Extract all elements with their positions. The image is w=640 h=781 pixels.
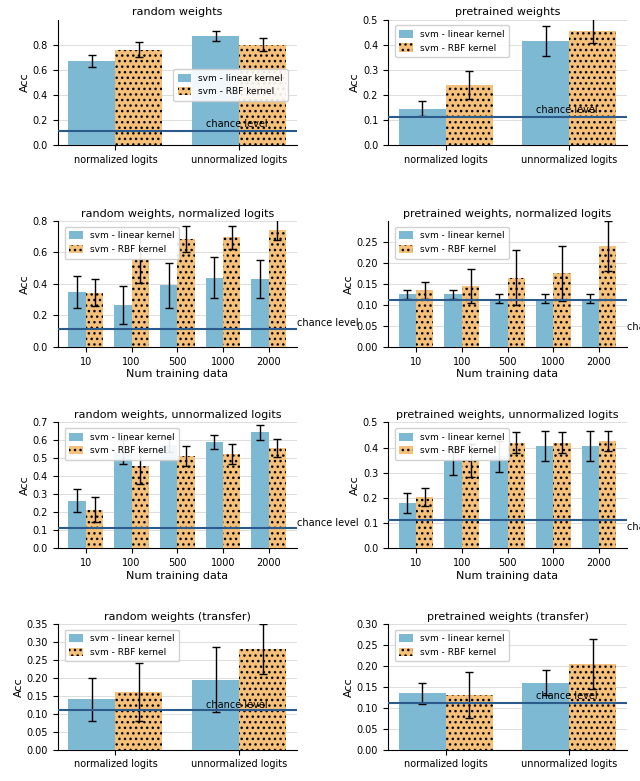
Legend: svm - linear kernel, svm - RBF kernel: svm - linear kernel, svm - RBF kernel <box>65 226 179 259</box>
Y-axis label: Acc: Acc <box>20 274 29 294</box>
Bar <box>399 109 445 145</box>
Title: random weights, normalized logits: random weights, normalized logits <box>81 209 274 219</box>
Bar <box>536 298 553 347</box>
Title: pretrained weights: pretrained weights <box>455 7 560 17</box>
Bar <box>599 246 616 347</box>
Bar <box>192 679 239 750</box>
Text: chance level: chance level <box>297 519 358 528</box>
Text: chance level: chance level <box>206 700 268 710</box>
Bar <box>205 277 223 347</box>
Bar <box>522 683 570 750</box>
Bar <box>114 452 132 548</box>
Legend: svm - linear kernel, svm - RBF kernel: svm - linear kernel, svm - RBF kernel <box>395 25 509 57</box>
Bar <box>223 237 241 347</box>
Text: chance level: chance level <box>627 522 640 532</box>
Text: chance level: chance level <box>627 322 640 332</box>
Y-axis label: Acc: Acc <box>350 476 360 495</box>
Title: pretrained weights, normalized logits: pretrained weights, normalized logits <box>403 209 612 219</box>
Bar <box>177 239 195 347</box>
Bar <box>462 286 479 347</box>
Bar <box>68 292 86 347</box>
Bar <box>177 455 195 548</box>
Bar <box>599 441 616 548</box>
Bar <box>68 61 115 145</box>
Bar <box>68 501 86 548</box>
Bar <box>490 298 508 347</box>
Bar <box>86 293 103 347</box>
Bar <box>132 466 149 548</box>
Title: random weights (transfer): random weights (transfer) <box>104 612 251 622</box>
Text: chance level: chance level <box>536 691 598 701</box>
Bar <box>252 279 269 347</box>
Bar <box>582 446 599 548</box>
Legend: svm - linear kernel, svm - RBF kernel: svm - linear kernel, svm - RBF kernel <box>173 69 287 101</box>
Bar <box>508 277 525 347</box>
Bar <box>223 454 241 548</box>
Bar <box>445 85 493 145</box>
Bar <box>160 445 177 548</box>
Bar <box>444 294 462 347</box>
Title: random weights: random weights <box>132 7 223 17</box>
Legend: svm - linear kernel, svm - RBF kernel: svm - linear kernel, svm - RBF kernel <box>395 629 509 662</box>
Bar <box>399 294 416 347</box>
Legend: svm - linear kernel, svm - RBF kernel: svm - linear kernel, svm - RBF kernel <box>65 629 179 662</box>
X-axis label: Num training data: Num training data <box>126 571 228 581</box>
Bar <box>553 273 571 347</box>
Bar <box>68 700 115 750</box>
Bar <box>239 45 286 145</box>
Y-axis label: Acc: Acc <box>350 73 360 92</box>
Bar <box>582 298 599 347</box>
Bar <box>399 503 416 548</box>
Title: random weights, unnormalized logits: random weights, unnormalized logits <box>74 410 281 420</box>
Y-axis label: Acc: Acc <box>20 476 29 495</box>
Y-axis label: Acc: Acc <box>13 677 24 697</box>
Bar <box>553 443 571 548</box>
Bar <box>522 41 570 145</box>
Bar <box>252 433 269 548</box>
X-axis label: Num training data: Num training data <box>126 369 228 380</box>
Bar <box>570 31 616 145</box>
Bar <box>416 497 433 548</box>
Bar <box>115 692 163 750</box>
Text: chance level: chance level <box>536 105 598 115</box>
Y-axis label: Acc: Acc <box>20 73 29 92</box>
Bar <box>132 259 149 347</box>
Y-axis label: Acc: Acc <box>344 677 354 697</box>
Title: pretrained weights (transfer): pretrained weights (transfer) <box>427 612 588 622</box>
Bar <box>239 649 286 750</box>
Bar <box>205 442 223 548</box>
Bar <box>114 305 132 347</box>
Bar <box>536 446 553 548</box>
Bar <box>570 664 616 750</box>
Text: chance level: chance level <box>297 318 358 328</box>
Bar <box>445 695 493 750</box>
Bar <box>269 448 286 548</box>
Legend: svm - linear kernel, svm - RBF kernel: svm - linear kernel, svm - RBF kernel <box>395 428 509 460</box>
Bar <box>192 36 239 145</box>
Legend: svm - linear kernel, svm - RBF kernel: svm - linear kernel, svm - RBF kernel <box>65 428 179 460</box>
X-axis label: Num training data: Num training data <box>456 571 559 581</box>
Bar <box>115 50 163 145</box>
Bar <box>86 510 103 548</box>
Bar <box>462 460 479 548</box>
Legend: svm - linear kernel, svm - RBF kernel: svm - linear kernel, svm - RBF kernel <box>395 226 509 259</box>
Bar <box>269 230 286 347</box>
Bar <box>160 286 177 347</box>
Bar <box>416 291 433 347</box>
Title: pretrained weights, unnormalized logits: pretrained weights, unnormalized logits <box>396 410 619 420</box>
Bar <box>508 443 525 548</box>
Bar <box>399 693 445 750</box>
Bar <box>444 462 462 548</box>
Text: chance level: chance level <box>206 119 268 129</box>
Y-axis label: Acc: Acc <box>344 274 354 294</box>
X-axis label: Num training data: Num training data <box>456 369 559 380</box>
Bar <box>490 456 508 548</box>
